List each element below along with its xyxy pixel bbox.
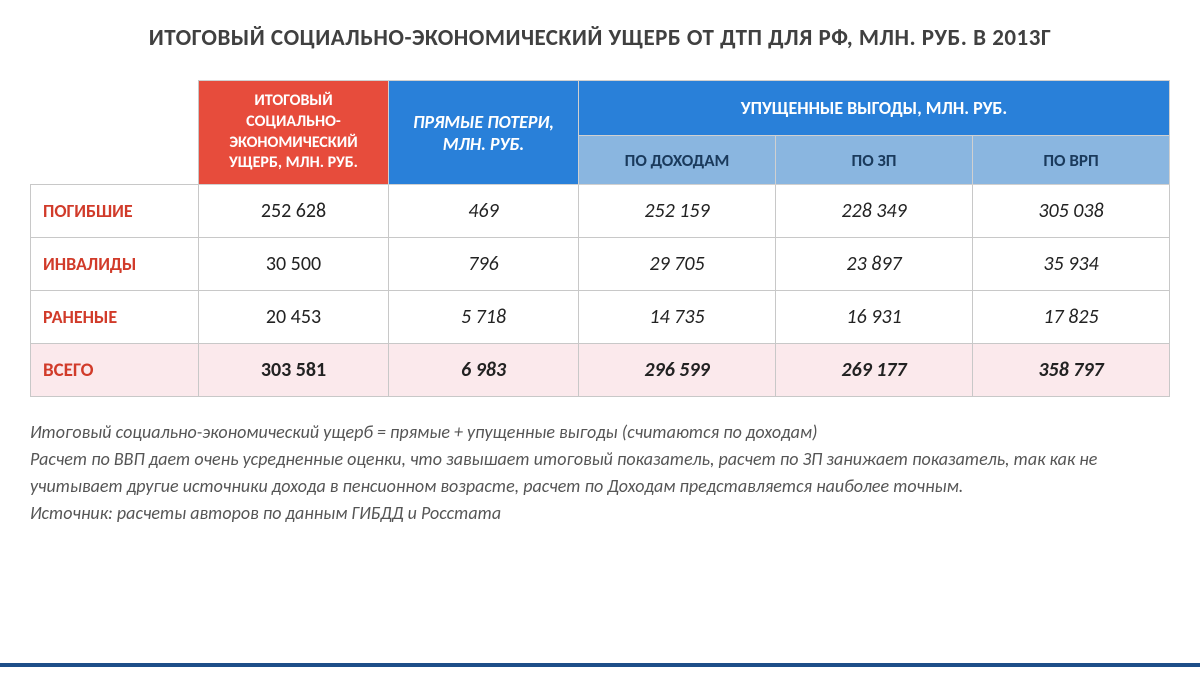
row-label: ПОГИБШИЕ: [31, 185, 199, 238]
page-title: ИТОГОВЫЙ СОЦИАЛЬНО-ЭКОНОМИЧЕСКИЙ УЩЕРБ О…: [30, 24, 1170, 52]
cell-direct: 5 718: [389, 291, 579, 344]
cell-grp: 305 038: [973, 185, 1170, 238]
footer-bar: [0, 663, 1200, 667]
note-line-2: Расчет по ВВП дает очень усредненные оце…: [30, 446, 1170, 500]
cell-direct: 796: [389, 238, 579, 291]
cell-wage: 269 177: [776, 344, 973, 397]
notes-block: Итоговый социально-экономический ущерб =…: [30, 419, 1170, 527]
cell-wage: 23 897: [776, 238, 973, 291]
header-total: ИТОГОВЫЙ СОЦИАЛЬНО-ЭКОНОМИЧЕСКИЙ УЩЕРБ, …: [199, 81, 389, 185]
cell-income: 29 705: [579, 238, 776, 291]
cell-total: 252 628: [199, 185, 389, 238]
source-text: расчеты авторов по данным ГИБДД и Росста…: [113, 502, 501, 524]
cell-direct: 6 983: [389, 344, 579, 397]
cell-grp: 358 797: [973, 344, 1170, 397]
cell-total: 303 581: [199, 344, 389, 397]
subheader-grp: ПО ВРП: [973, 136, 1170, 185]
table-row-total: ВСЕГО 303 581 6 983 296 599 269 177 358 …: [31, 344, 1170, 397]
row-label: РАНЕНЫЕ: [31, 291, 199, 344]
cell-total: 20 453: [199, 291, 389, 344]
cell-income: 296 599: [579, 344, 776, 397]
subheader-wage: ПО ЗП: [776, 136, 973, 185]
cell-direct: 469: [389, 185, 579, 238]
source-label: Источник:: [30, 502, 113, 524]
cell-wage: 228 349: [776, 185, 973, 238]
table-row: РАНЕНЫЕ 20 453 5 718 14 735 16 931 17 82…: [31, 291, 1170, 344]
cell-total: 30 500: [199, 238, 389, 291]
cell-grp: 17 825: [973, 291, 1170, 344]
damage-table: ИТОГОВЫЙ СОЦИАЛЬНО-ЭКОНОМИЧЕСКИЙ УЩЕРБ, …: [30, 80, 1170, 397]
note-source: Источник: расчеты авторов по данным ГИБД…: [30, 500, 1170, 527]
cell-grp: 35 934: [973, 238, 1170, 291]
note-line-1: Итоговый социально-экономический ущерб =…: [30, 419, 1170, 446]
cell-wage: 16 931: [776, 291, 973, 344]
cell-income: 14 735: [579, 291, 776, 344]
cell-income: 252 159: [579, 185, 776, 238]
table-row: ПОГИБШИЕ 252 628 469 252 159 228 349 305…: [31, 185, 1170, 238]
header-lost-group: УПУЩЕННЫЕ ВЫГОДЫ, МЛН. РУБ.: [579, 81, 1170, 136]
subheader-income: ПО ДОХОДАМ: [579, 136, 776, 185]
header-direct: ПРЯМЫЕ ПОТЕРИ, МЛН. РУБ.: [389, 81, 579, 185]
table-row: ИНВАЛИДЫ 30 500 796 29 705 23 897 35 934: [31, 238, 1170, 291]
row-label-total: ВСЕГО: [31, 344, 199, 397]
header-blank: [31, 81, 199, 185]
row-label: ИНВАЛИДЫ: [31, 238, 199, 291]
